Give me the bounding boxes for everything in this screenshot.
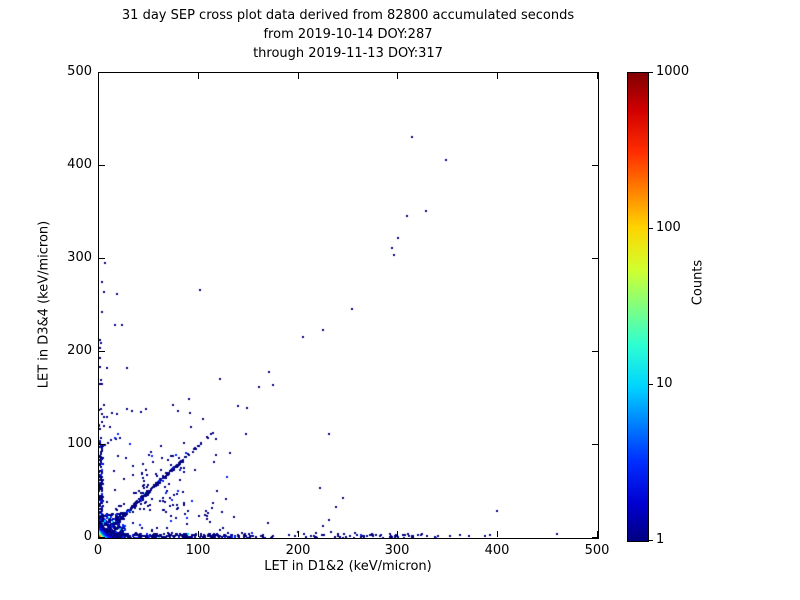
colorbar-gradient xyxy=(627,72,649,542)
y-tick xyxy=(99,165,105,166)
y-tick xyxy=(99,258,105,259)
y-tick-label: 0 xyxy=(83,529,92,544)
x-tick xyxy=(98,531,99,537)
y-tick-right xyxy=(592,444,598,445)
y-axis-label: LET in D3&4 (keV/micron) xyxy=(36,220,52,389)
x-tick-top xyxy=(98,73,99,79)
x-tick-top xyxy=(298,73,299,79)
colorbar-tick xyxy=(648,72,653,73)
y-tick-right xyxy=(592,165,598,166)
plot-area xyxy=(98,72,599,539)
x-tick xyxy=(597,531,598,537)
y-tick-label: 500 xyxy=(67,64,92,79)
scatter-canvas xyxy=(99,73,598,538)
y-tick-right xyxy=(592,72,598,73)
y-tick-right xyxy=(592,537,598,538)
y-tick-label: 400 xyxy=(67,157,92,172)
x-tick-label: 300 xyxy=(384,543,410,558)
x-tick-top xyxy=(198,73,199,79)
x-tick-label: 400 xyxy=(484,543,510,558)
title-line-2: from 2019-10-14 DOY:287 xyxy=(263,27,433,42)
x-tick xyxy=(298,531,299,537)
colorbar-tick xyxy=(648,540,653,541)
x-tick xyxy=(397,531,398,537)
y-tick-label: 100 xyxy=(67,436,92,451)
title-line-3: through 2019-11-13 DOY:317 xyxy=(253,46,443,61)
x-tick-label: 200 xyxy=(285,543,311,558)
x-tick-top xyxy=(497,73,498,79)
colorbar-tick-label: 100 xyxy=(656,220,681,235)
x-tick-top xyxy=(597,73,598,79)
colorbar-tick xyxy=(648,228,653,229)
y-tick xyxy=(99,537,105,538)
chart-title: 31 day SEP cross plot data derived from … xyxy=(98,6,598,63)
x-tick-label: 500 xyxy=(584,543,610,558)
y-tick xyxy=(99,72,105,73)
x-tick xyxy=(497,531,498,537)
colorbar-tick-label: 10 xyxy=(656,376,673,391)
colorbar-tick xyxy=(648,384,653,385)
y-tick-label: 300 xyxy=(67,250,92,265)
x-axis-label: LET in D1&2 (keV/micron) xyxy=(264,559,432,574)
y-tick-right xyxy=(592,351,598,352)
y-tick-label: 200 xyxy=(67,343,92,358)
x-tick xyxy=(198,531,199,537)
colorbar-tick-label: 1 xyxy=(656,532,665,547)
title-line-1: 31 day SEP cross plot data derived from … xyxy=(121,8,575,23)
x-tick-top xyxy=(397,73,398,79)
colorbar-label: Counts xyxy=(690,259,706,306)
colorbar-tick-label: 1000 xyxy=(656,64,690,79)
y-tick-right xyxy=(592,258,598,259)
y-tick xyxy=(99,444,105,445)
y-tick xyxy=(99,351,105,352)
x-tick-label: 0 xyxy=(93,543,103,558)
x-tick-label: 100 xyxy=(185,543,211,558)
